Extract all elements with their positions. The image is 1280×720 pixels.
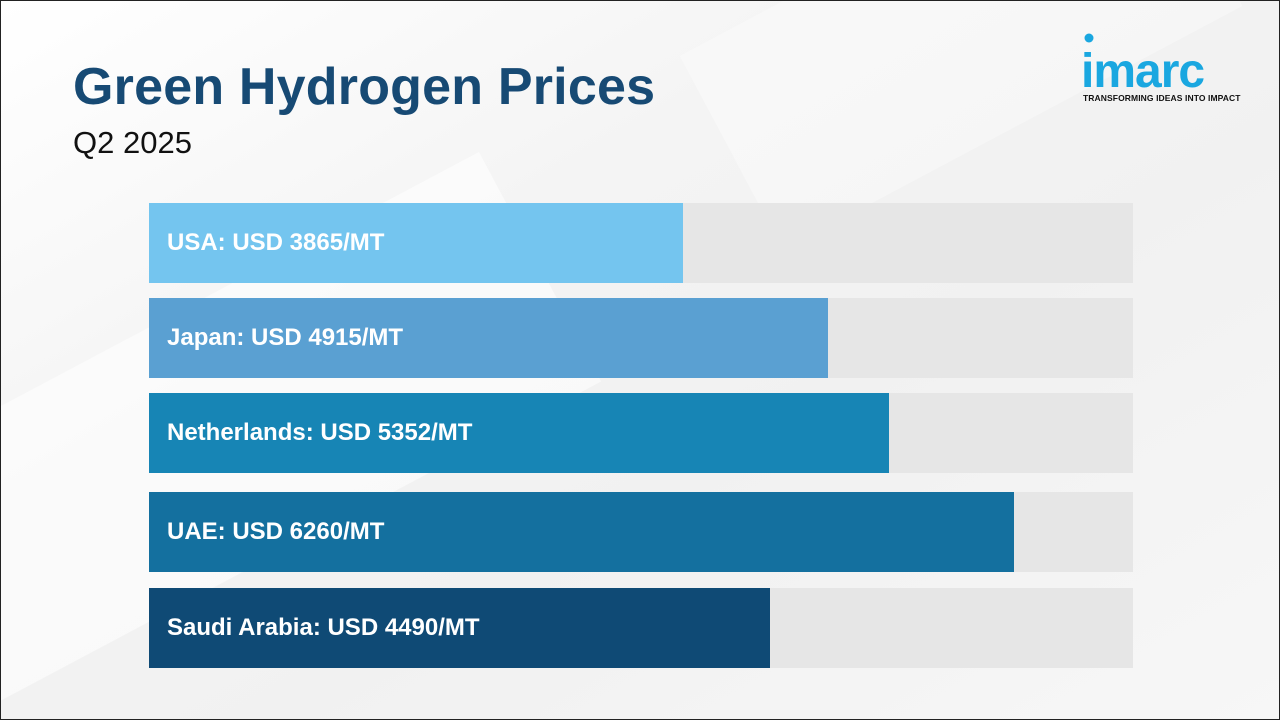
bar-label: Netherlands: USD 5352/MT [167,419,473,446]
logo-wordmark: imarc [1081,33,1205,91]
chart-subtitle: Q2 2025 [73,125,192,160]
bar-usa [149,203,683,283]
logo-dot [1084,33,1094,43]
bar-label: Japan: USD 4915/MT [167,324,404,351]
bar-track: Netherlands: USD 5352/MT [149,393,1133,473]
bar-label: Saudi Arabia: USD 4490/MT [167,614,480,641]
bar-saudi-arabia [149,588,770,668]
logo-wordmark-text: imarc [1081,45,1204,91]
bar-label: USA: USD 3865/MT [167,229,385,256]
bar-netherlands [149,393,889,473]
bar-japan [149,298,828,378]
bar-track: Japan: USD 4915/MT [149,298,1133,378]
logo-tagline: TRANSFORMING IDEAS INTO IMPACT [1083,93,1241,103]
imarc-logo: imarc TRANSFORMING IDEAS INTO IMPACT [1081,31,1251,105]
chart-title: Green Hydrogen Prices [73,58,656,116]
bar-uae [149,492,1014,572]
bar-label: UAE: USD 6260/MT [167,518,385,545]
bar-track: UAE: USD 6260/MT [149,492,1133,572]
bar-track: Saudi Arabia: USD 4490/MT [149,588,1133,668]
bar-track: USA: USD 3865/MT [149,203,1133,283]
